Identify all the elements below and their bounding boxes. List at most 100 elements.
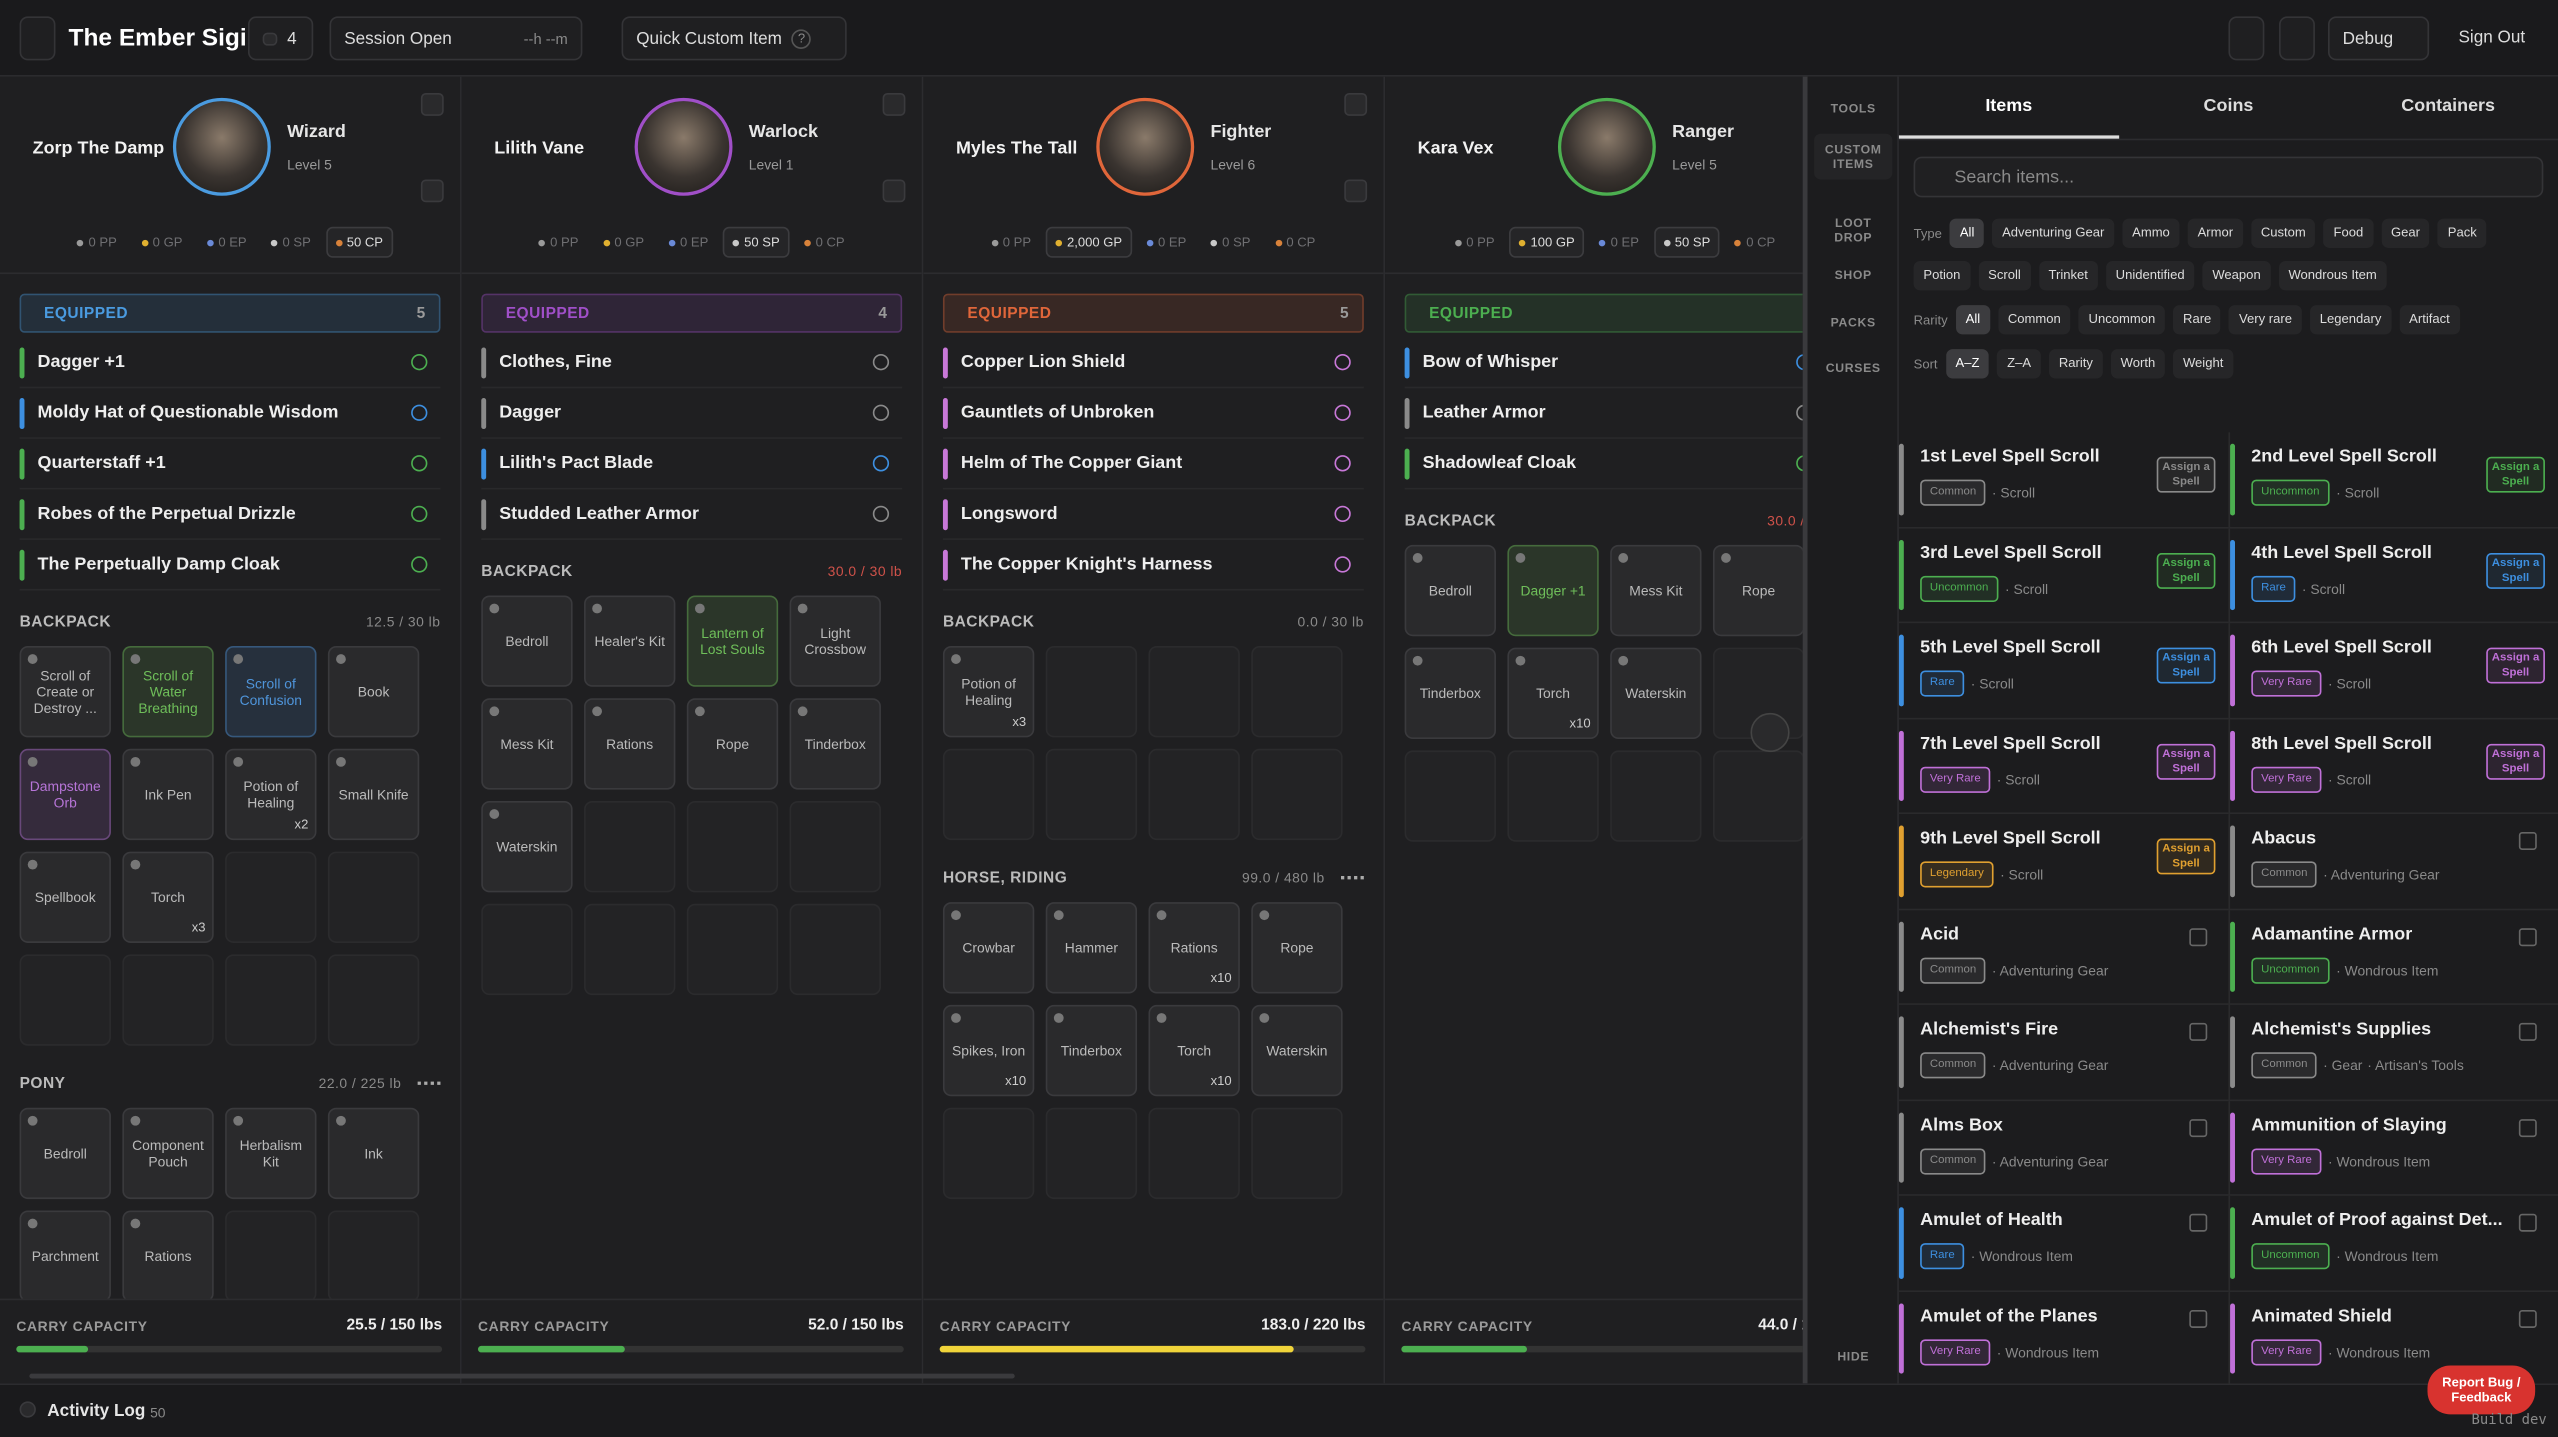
item-cell[interactable]: Healer's Kit (584, 595, 676, 687)
empty-slot[interactable] (122, 954, 214, 1046)
item-row[interactable]: Animated Shield Very Rare Wondrous Item (2228, 1291, 2558, 1387)
item-cell[interactable]: Bedroll (19, 1107, 111, 1200)
info-icon[interactable] (411, 505, 428, 523)
empty-slot[interactable] (942, 1107, 1035, 1200)
empty-slot[interactable] (942, 748, 1035, 841)
item-row[interactable]: Amulet of the Planes Very Rare Wondrous It… (1898, 1291, 2229, 1387)
filter-chip[interactable]: Gear (2381, 218, 2430, 248)
item-cell[interactable]: Bedroll (1404, 544, 1496, 637)
session-box[interactable]: Session Open --h --m (329, 16, 583, 61)
assign-button[interactable]: Assign a Spell (2156, 838, 2216, 875)
equipped-item[interactable]: Gauntlets of Unbroken (942, 388, 1364, 439)
character-avatar[interactable] (634, 97, 733, 196)
empty-slot[interactable] (1148, 1107, 1240, 1200)
item-cell[interactable]: Potion of Healing x2 (225, 748, 317, 841)
item-cell[interactable]: Lantern of Lost Souls (686, 595, 779, 687)
select-checkbox[interactable] (2518, 832, 2537, 850)
container-header[interactable]: BACKPACK 12.5 / 30 lb (20, 597, 441, 646)
tool-button[interactable]: SHOP (1834, 267, 1872, 283)
item-cell[interactable]: Mess Kit (481, 698, 573, 790)
equipped-header[interactable]: EQUIPPED 4 (481, 293, 903, 333)
search-box[interactable]: Search items... (1913, 156, 2544, 198)
info-icon[interactable] (1334, 354, 1351, 371)
item-row[interactable]: 6th Level Spell Scroll Very Rare Scroll Ass… (2228, 623, 2558, 719)
container-menu[interactable] (417, 1081, 441, 1085)
empty-slot[interactable] (584, 903, 676, 996)
info-icon[interactable] (411, 455, 428, 472)
item-cell[interactable]: Tinderbox (1045, 1004, 1138, 1097)
item-cell[interactable]: Parchment (19, 1210, 111, 1301)
character-avatar[interactable] (1096, 97, 1195, 196)
container-header[interactable]: BACKPACK 0.0 / 30 lb (943, 597, 1364, 646)
select-checkbox[interactable] (2189, 1213, 2208, 1232)
info-icon[interactable] (411, 354, 428, 371)
equipped-item[interactable]: Moldy Hat of Questionable Wisdom (19, 388, 441, 439)
tool-button[interactable]: PACKS (1830, 314, 1876, 330)
character-avatar[interactable] (1557, 97, 1656, 196)
item-row[interactable]: Amulet of Proof against Det... Uncommon Wo… (2228, 1195, 2558, 1292)
filter-chip[interactable]: Trinket (2038, 261, 2098, 291)
filter-chip[interactable]: Legendary (2309, 305, 2392, 335)
container-header[interactable]: BACKPACK 30.0 / 30 (1405, 496, 1803, 545)
equipped-header[interactable]: EQUIPPED (1404, 293, 1803, 333)
empty-slot[interactable] (1045, 748, 1138, 841)
item-cell[interactable]: Scroll of Create or Destroy ... (19, 646, 111, 738)
empty-slot[interactable] (1251, 646, 1343, 738)
item-cell[interactable]: Rations x10 (1148, 902, 1240, 994)
equipped-item[interactable]: Longsword (942, 489, 1364, 540)
assign-button[interactable]: Assign a Spell (2486, 647, 2545, 684)
empty-slot[interactable] (1148, 748, 1240, 841)
empty-slot[interactable] (225, 1210, 317, 1301)
assign-button[interactable]: Assign a Spell (2156, 743, 2216, 779)
coin-chip[interactable]: 0 PP (67, 227, 126, 258)
assign-button[interactable]: Assign a Spell (2486, 743, 2545, 779)
item-cell[interactable]: Ink Pen (122, 748, 214, 841)
item-row[interactable]: 2nd Level Spell Scroll Uncommon Scroll Assi… (2228, 432, 2558, 528)
equipped-item[interactable]: Lilith's Pact Blade (481, 439, 903, 490)
item-row[interactable]: Amulet of Health Rare Wondrous Item (1898, 1196, 2229, 1292)
quick-custom-item[interactable]: Quick Custom Item? (621, 16, 847, 61)
filter-chip[interactable]: Very rare (2229, 305, 2302, 335)
item-row[interactable]: Acid Common Adventuring Gear (1898, 909, 2229, 1005)
info-icon[interactable] (411, 556, 428, 573)
empty-slot[interactable] (225, 851, 317, 943)
assign-button[interactable]: Assign a Spell (2486, 456, 2545, 493)
filter-chip[interactable]: Common (1998, 305, 2071, 335)
item-cell[interactable]: Torch x3 (122, 851, 214, 943)
empty-slot[interactable] (584, 801, 676, 893)
coin-chip[interactable]: 0 EP (1589, 227, 1648, 258)
item-cell[interactable]: Torch x10 (1507, 647, 1599, 740)
item-row[interactable]: Alchemist's Supplies Common Gear Artisan's … (2228, 1004, 2558, 1101)
empty-slot[interactable] (1507, 750, 1599, 842)
info-icon[interactable] (872, 505, 890, 523)
select-checkbox[interactable] (2518, 1213, 2537, 1232)
item-row[interactable]: 9th Level Spell Scroll Legendary Scroll Ass… (1898, 814, 2229, 910)
coin-chip[interactable]: 0 GP (593, 227, 654, 258)
coin-chip[interactable]: 0 SP (261, 227, 320, 258)
info-icon[interactable] (872, 455, 890, 472)
empty-slot[interactable] (327, 954, 420, 1046)
empty-slot[interactable] (1148, 646, 1240, 738)
filter-chip[interactable]: Worth (2110, 349, 2166, 379)
filter-chip[interactable]: Armor (2187, 218, 2243, 248)
empty-slot[interactable] (327, 851, 420, 943)
home-button[interactable] (19, 16, 56, 61)
item-row[interactable]: Abacus Common Adventuring Gear (2228, 814, 2558, 910)
item-cell[interactable]: Scroll of Confusion (225, 646, 317, 738)
report-bug[interactable]: Report Bug / Feedback (2427, 1365, 2536, 1415)
empty-slot[interactable] (1045, 646, 1138, 738)
item-row[interactable]: 5th Level Spell Scroll Rare Scroll Assign a… (1898, 623, 2229, 719)
filter-chip[interactable]: Rarity (2049, 349, 2103, 379)
select-checkbox[interactable] (2518, 1118, 2537, 1137)
empty-slot[interactable] (1045, 1107, 1138, 1200)
filter-chip[interactable]: Artifact (2399, 305, 2460, 335)
item-row[interactable]: 7th Level Spell Scroll Very Rare Scroll Ass… (1898, 719, 2229, 815)
settings-button[interactable] (420, 92, 444, 116)
filter-chip[interactable]: All (1950, 218, 1985, 248)
item-row[interactable]: Adamantine Armor Uncommon Wondrous Item (2228, 909, 2558, 1005)
settings-button[interactable] (882, 92, 906, 116)
item-cell[interactable]: Crowbar (942, 902, 1035, 994)
equipped-item[interactable]: Dagger (481, 388, 903, 439)
equipped-item[interactable]: Robes of the Perpetual Drizzle (19, 489, 441, 540)
empty-slot[interactable] (19, 954, 111, 1046)
